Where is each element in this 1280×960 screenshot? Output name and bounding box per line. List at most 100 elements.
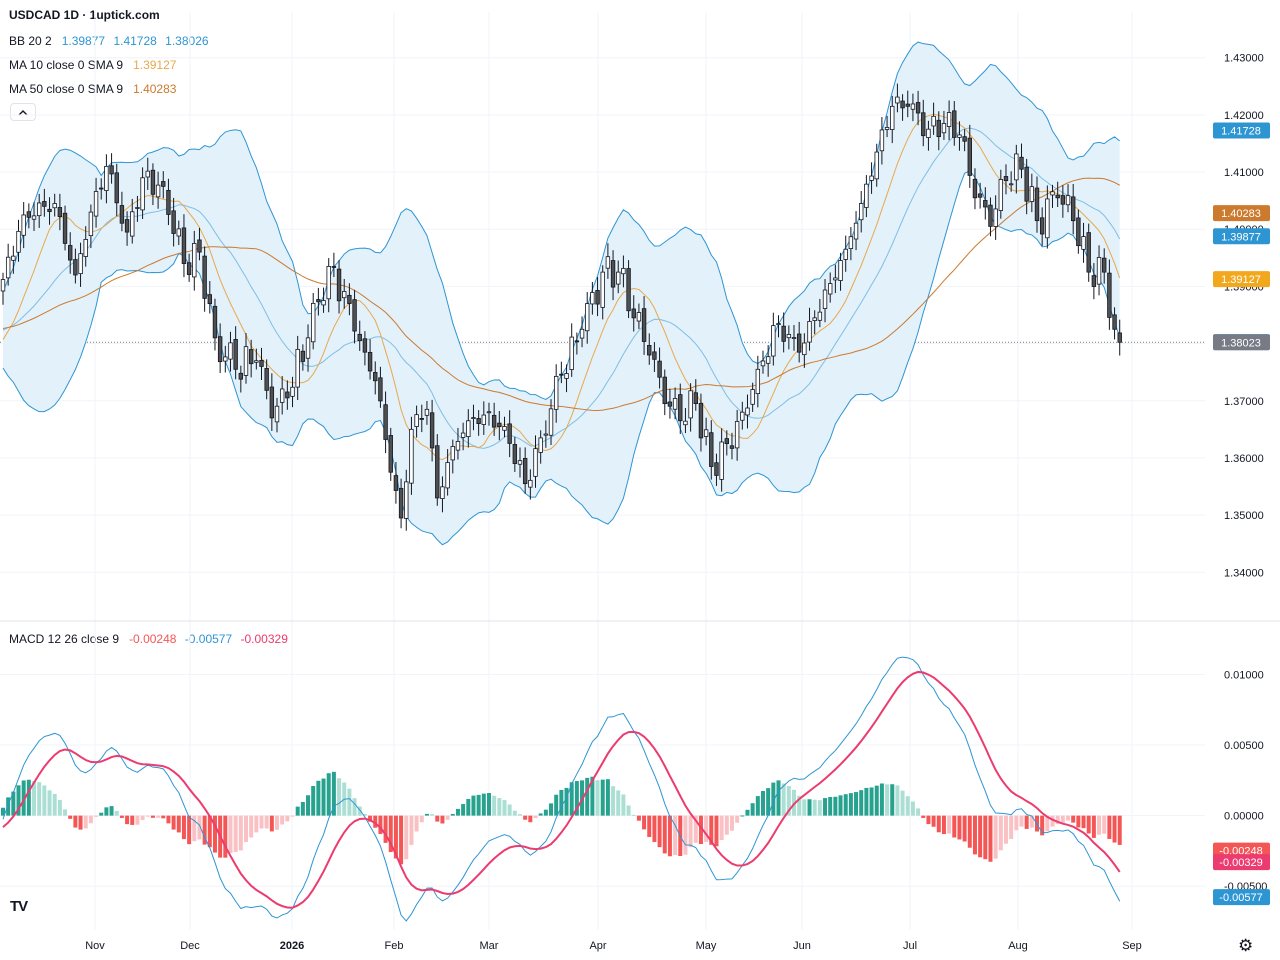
histogram-bar: [1112, 815, 1117, 843]
histogram-bar: [507, 804, 512, 816]
histogram-bar: [564, 787, 569, 816]
candle-body: [259, 359, 264, 367]
candle-body: [176, 228, 181, 237]
candle: [373, 361, 378, 395]
candle: [553, 364, 559, 423]
candle-body: [900, 100, 905, 109]
candle: [99, 178, 104, 200]
candle: [186, 253, 192, 282]
candle-body: [936, 119, 941, 138]
candle: [259, 347, 264, 381]
candle-body: [481, 414, 487, 425]
candle-body: [0, 279, 6, 292]
histogram-bar: [130, 815, 135, 825]
candle: [843, 235, 848, 272]
candle: [300, 344, 306, 371]
histogram-bar: [37, 782, 42, 816]
candle: [192, 230, 197, 291]
gear-icon[interactable]: ⚙: [1238, 936, 1254, 955]
histogram-bar: [626, 805, 631, 816]
histogram-bar: [1019, 815, 1024, 827]
collapse-legend-button[interactable]: [10, 103, 36, 121]
histogram-bar: [357, 806, 362, 816]
histogram-bar: [326, 773, 331, 816]
time-axis-label: Nov: [85, 940, 105, 952]
time-axis-label: Mar: [480, 940, 499, 952]
histogram-bar: [559, 789, 564, 816]
price-tick-label: 1.42000: [1224, 110, 1264, 122]
candle: [693, 379, 698, 411]
histogram-bar: [714, 815, 719, 847]
candle: [502, 416, 507, 438]
candle-body: [822, 289, 828, 309]
candle-body: [269, 386, 275, 419]
candle-body: [1039, 217, 1045, 235]
bb-basis-value: 1.39877: [61, 34, 106, 48]
candle-body: [305, 337, 311, 359]
histogram-bar: [750, 803, 755, 816]
candle-body: [31, 215, 37, 220]
candle-body: [161, 181, 166, 187]
candle-body: [212, 305, 218, 339]
histogram-bar: [68, 815, 73, 819]
candle: [455, 427, 461, 460]
price-axis[interactable]: 1.430001.420001.410001.400001.390001.380…: [1213, 53, 1270, 580]
time-axis-label: May: [696, 940, 717, 952]
candle-body: [781, 325, 786, 342]
price-tick-label: 1.34000: [1224, 567, 1264, 579]
histogram-bar: [383, 815, 388, 843]
candle: [476, 410, 481, 436]
macd-legend[interactable]: MACD 12 26 close 9 -0.00248 -0.00577 -0.0…: [9, 632, 293, 646]
histogram-bar: [1091, 815, 1096, 838]
candle: [254, 348, 259, 370]
candle-body: [186, 262, 192, 275]
histogram-bar: [998, 815, 1003, 851]
candle: [336, 260, 342, 314]
candle: [321, 287, 326, 313]
histogram-bar: [740, 815, 745, 817]
candle-body: [1034, 187, 1040, 222]
candle-body: [26, 211, 32, 218]
tradingview-logo[interactable]: TV: [10, 898, 28, 915]
histogram-bar: [181, 815, 186, 840]
candle: [926, 120, 931, 151]
histogram-bar: [6, 797, 11, 816]
histogram-bar: [905, 796, 910, 816]
bb-lower-value: 1.38026: [165, 34, 209, 48]
macd-line-value: -0.00577: [184, 632, 233, 646]
histogram-bar: [781, 783, 786, 816]
histogram-bar: [166, 815, 171, 824]
histogram-bar: [812, 799, 817, 816]
histogram-bar: [1107, 815, 1112, 839]
candle-body: [316, 299, 321, 303]
histogram-bar: [972, 815, 977, 855]
candle: [941, 110, 947, 140]
time-axis-label: Jun: [793, 940, 811, 952]
candle-body: [471, 417, 476, 420]
candle: [57, 193, 63, 231]
bb-legend[interactable]: BB 20 2 1.39877 1.41728 1.38026: [9, 34, 214, 48]
histogram-bar: [140, 815, 145, 820]
histogram-bar: [533, 815, 538, 819]
candle: [838, 252, 843, 291]
candle: [1096, 245, 1102, 296]
histogram-bar: [316, 780, 321, 816]
candle: [714, 453, 719, 486]
histogram-bar: [926, 815, 931, 825]
candle-body: [1086, 232, 1091, 273]
time-axis[interactable]: Nov Dec 2026 Feb Mar Apr May Jun Jul Aug Sep: [85, 940, 1142, 952]
price-badge: [1213, 271, 1270, 288]
macd-badge-label: -0.00577: [1219, 892, 1262, 904]
histogram-bar: [693, 815, 698, 843]
candle: [900, 94, 905, 121]
histogram-bar: [688, 815, 693, 848]
candle-body: [336, 268, 342, 302]
candle-body: [507, 423, 512, 444]
histogram-bar: [1097, 815, 1102, 835]
ma10-value: 1.39127: [133, 58, 177, 72]
candle: [31, 202, 37, 231]
candle: [1024, 158, 1029, 215]
macd-axis[interactable]: 0.010000.005000.00000-0.00500-0.00248-0.…: [1213, 669, 1270, 906]
candle: [1055, 181, 1060, 207]
